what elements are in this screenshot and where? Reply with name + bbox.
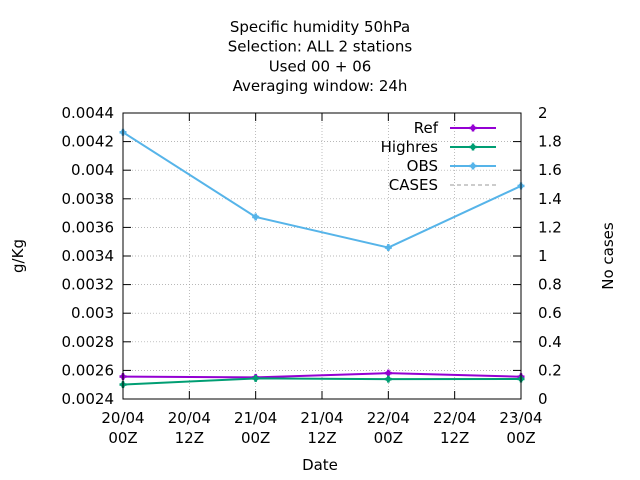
legend-item: OBS xyxy=(407,157,496,175)
series-layer xyxy=(119,112,525,389)
y2-tick-label: 1 xyxy=(538,247,548,265)
x-tick-label-date: 21/04 xyxy=(300,409,343,427)
series-line xyxy=(122,372,522,379)
y2-tick-label: 2 xyxy=(538,104,548,122)
x-tick-label-date: 20/04 xyxy=(101,409,144,427)
x-tick-label-hour: 00Z xyxy=(108,429,137,447)
legend-label: OBS xyxy=(407,157,438,175)
x-tick-label-hour: 00Z xyxy=(374,429,403,447)
x-tick-label-hour: 00Z xyxy=(506,429,535,447)
y2-tick-label: 1.6 xyxy=(538,161,562,179)
data-point xyxy=(470,144,476,150)
x-tick-label-hour: 00Z xyxy=(241,429,270,447)
series-line xyxy=(122,131,522,249)
x-tick-label-hour: 12Z xyxy=(175,429,204,447)
y2-tick-label: 1.4 xyxy=(538,190,562,208)
y2-tick-label: 0.8 xyxy=(538,276,562,294)
title-line: Specific humidity 50hPa xyxy=(230,18,410,36)
title-line: Selection: ALL 2 stations xyxy=(228,38,413,56)
x-tick-label-date: 22/04 xyxy=(433,409,476,427)
data-point xyxy=(385,244,391,251)
data-point xyxy=(253,214,259,220)
y-tick-label: 0.0036 xyxy=(62,218,115,236)
y-tick-label: 0.004 xyxy=(71,161,114,179)
y-tick-label: 0.0024 xyxy=(62,390,115,408)
y-tick-label: 0.0044 xyxy=(62,104,115,122)
data-point xyxy=(470,125,476,131)
y-tick-label: 0.0028 xyxy=(62,333,115,351)
y-tick-label: 0.0038 xyxy=(62,190,115,208)
legend-label: CASES xyxy=(389,176,438,194)
legend-item: Highres xyxy=(381,138,496,156)
y-tick-label: 0.0026 xyxy=(62,361,115,379)
y2-tick-label: 0.6 xyxy=(538,304,562,322)
y2-tick-label: 0.2 xyxy=(538,361,562,379)
x-tick-label-hour: 12Z xyxy=(440,429,469,447)
y-tick-label: 0.0032 xyxy=(62,276,115,294)
x-axis-label: Date xyxy=(302,456,338,474)
title-line: Used 00 + 06 xyxy=(269,57,372,75)
x-tick-label-date: 20/04 xyxy=(168,409,211,427)
grid xyxy=(123,113,521,399)
data-point xyxy=(253,375,259,382)
y2-tick-label: 0.4 xyxy=(538,333,562,351)
data-point xyxy=(385,370,391,376)
y2-axis: 0 0.2 0.4 0.6 0.8 1 1.2 1.4 1.6 1.8 2 xyxy=(513,104,562,408)
title-line: Averaging window: 24h xyxy=(233,77,408,95)
x-tick-label-date: 22/04 xyxy=(367,409,410,427)
y-tick-label: 0.0042 xyxy=(62,133,115,151)
y2-tick-label: 1.2 xyxy=(538,218,562,236)
legend-label: Highres xyxy=(381,138,439,156)
data-point xyxy=(385,376,391,382)
legend-item: CASES xyxy=(389,176,496,194)
series-line xyxy=(122,377,522,386)
x-tick-label-date: 21/04 xyxy=(234,409,277,427)
x-tick-label-date: 23/04 xyxy=(499,409,542,427)
data-point xyxy=(470,163,476,169)
y-tick-label: 0.003 xyxy=(71,304,114,322)
y-axis: 0.0024 0.0026 0.0028 0.003 0.0032 0.0034 0.003… xyxy=(62,104,131,408)
chart-title: Specific humidity 50hPa Selection: ALL 2 … xyxy=(228,18,413,95)
y2-axis-label: No cases xyxy=(599,222,617,290)
y-axis-label: g/Kg xyxy=(9,239,27,273)
x-axis: 20/04 00Z 20/04 12Z 21/04 00Z 21/04 12Z 22/04 00Z… xyxy=(101,113,543,447)
x-tick-label-hour: 12Z xyxy=(307,429,336,447)
legend-item: Ref xyxy=(414,119,496,137)
y2-tick-label: 1.8 xyxy=(538,133,562,151)
legend-label: Ref xyxy=(414,119,439,137)
y-tick-label: 0.0034 xyxy=(62,247,115,265)
y2-tick-label: 0 xyxy=(538,390,548,408)
